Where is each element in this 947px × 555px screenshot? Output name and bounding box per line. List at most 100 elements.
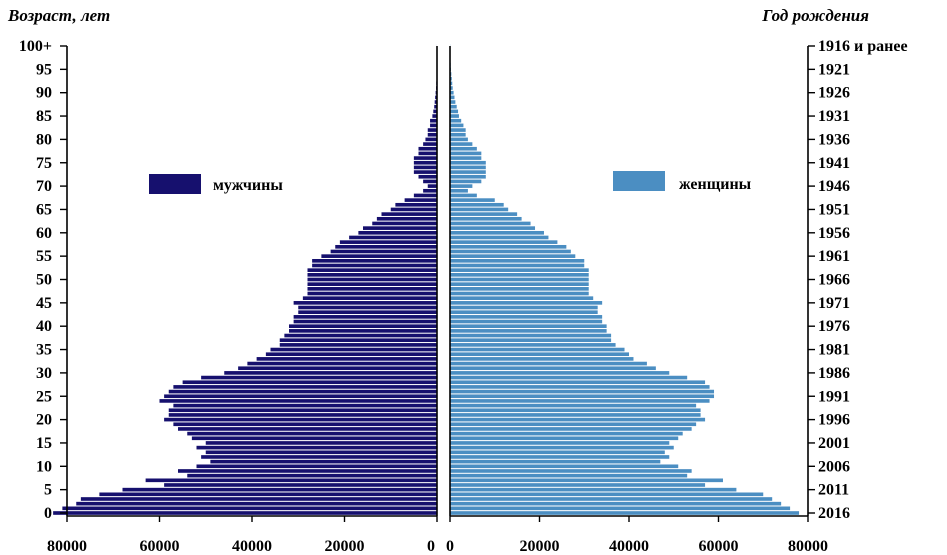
male-x-tick-label: 60000 <box>140 538 180 555</box>
age-tick-label: 20 <box>36 412 52 429</box>
female-bar <box>450 90 454 95</box>
male-bars <box>53 44 437 515</box>
female-bar <box>450 473 688 478</box>
female-bar <box>450 282 589 286</box>
male-bar <box>159 399 437 403</box>
year-tick-label: 1961 <box>818 248 850 265</box>
year-tick-label: 1926 <box>818 85 850 102</box>
male-bar <box>298 310 437 315</box>
female-bar <box>450 459 661 464</box>
left-axis-title: Возраст, лет <box>8 6 111 25</box>
male-bar <box>145 478 437 483</box>
male-bar <box>434 100 437 104</box>
female-bar <box>450 487 737 492</box>
legend-female-label: женщины <box>679 176 752 193</box>
year-tick-label: 1956 <box>818 225 850 242</box>
male-bar <box>307 268 437 272</box>
male-bar <box>418 151 437 156</box>
male-bar <box>164 394 437 399</box>
male-bar <box>312 263 437 268</box>
male-bar <box>279 343 437 347</box>
female-bar <box>450 305 598 310</box>
male-bar <box>435 95 437 100</box>
male-bar <box>423 179 437 184</box>
female-bar <box>450 497 773 501</box>
year-tick-label: 1976 <box>818 318 850 335</box>
male-bar <box>289 324 437 329</box>
male-bar <box>205 441 437 445</box>
age-tick-label: 5 <box>44 482 52 499</box>
female-bar <box>450 174 486 179</box>
age-tick-label: 50 <box>36 272 52 289</box>
age-tick-label: 85 <box>36 108 52 125</box>
age-tick-label: 10 <box>36 458 52 475</box>
male-bar <box>293 301 437 305</box>
female-bar <box>450 132 466 137</box>
male-bar <box>99 492 437 497</box>
male-bar <box>284 333 437 338</box>
year-tick-label: 1921 <box>818 61 850 78</box>
male-bar <box>307 287 437 291</box>
female-bar <box>450 114 459 118</box>
female-bar <box>450 361 647 366</box>
year-tick-label: 1986 <box>818 365 850 382</box>
male-bar <box>321 254 437 258</box>
male-bar <box>164 417 437 422</box>
female-bar <box>450 347 625 352</box>
male-bar <box>279 338 437 343</box>
female-bar <box>450 258 585 263</box>
female-bar <box>450 441 670 445</box>
male-bar <box>205 450 437 455</box>
year-tick-label: 1941 <box>818 155 850 172</box>
male-x-tick-label: 40000 <box>232 538 272 555</box>
male-bar <box>427 184 437 188</box>
male-bar <box>372 221 437 226</box>
axes <box>66 46 809 517</box>
female-bar <box>450 235 549 240</box>
male-bar <box>335 244 437 249</box>
male-bar <box>187 473 437 478</box>
female-bar <box>450 450 665 455</box>
male-bar <box>265 352 437 357</box>
age-tick-label: 45 <box>36 295 52 312</box>
male-bar <box>395 202 437 207</box>
male-bar <box>270 347 437 352</box>
male-bar <box>256 357 437 361</box>
female-bar <box>450 240 558 244</box>
female-bar <box>450 128 466 132</box>
female-bar <box>450 492 764 497</box>
female-bar <box>450 296 594 301</box>
year-tick-label: 1951 <box>818 201 850 218</box>
age-tick-label: 15 <box>36 435 52 452</box>
age-tick-label: 40 <box>36 318 52 335</box>
male-bar <box>430 118 437 123</box>
male-bar <box>298 305 437 310</box>
age-tick-label: 80 <box>36 131 52 148</box>
female-bar <box>450 104 457 109</box>
male-bar <box>293 315 437 319</box>
female-bar <box>450 403 697 408</box>
female-bar <box>450 352 629 357</box>
male-bar <box>418 146 437 151</box>
age-tick-label: 30 <box>36 365 52 382</box>
female-bar <box>450 455 670 459</box>
male-bar <box>307 277 437 282</box>
female-x-tick-label: 20000 <box>520 538 560 555</box>
female-bar <box>450 287 589 291</box>
male-bar <box>201 455 437 459</box>
male-bar <box>425 137 437 142</box>
female-bar <box>450 445 674 450</box>
male-bar <box>413 165 437 170</box>
female-bar <box>450 417 706 422</box>
female-bar <box>450 469 692 473</box>
female-bar <box>450 273 589 277</box>
male-bar <box>168 413 437 417</box>
female-bar <box>450 193 477 198</box>
female-bar <box>450 277 589 282</box>
age-tick-label: 70 <box>36 178 52 195</box>
female-bar <box>450 338 612 343</box>
right-axis-title: Год рождения <box>762 6 869 25</box>
female-bar <box>450 151 482 156</box>
year-tick-label: 2016 <box>818 505 850 522</box>
